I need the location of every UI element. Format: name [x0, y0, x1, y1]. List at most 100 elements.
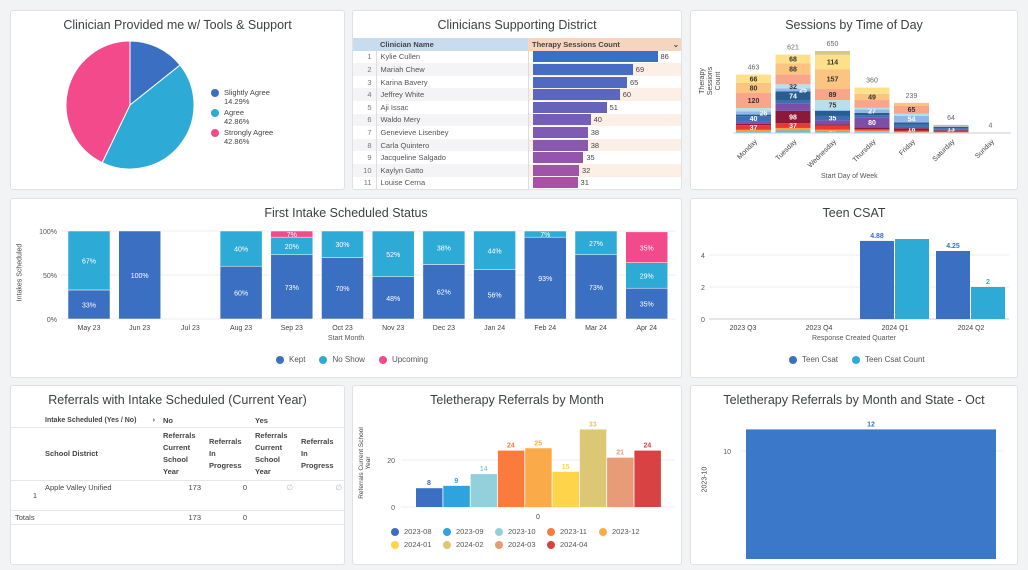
sessions-bar	[532, 101, 607, 113]
stack-segment	[815, 115, 850, 121]
stack-segment	[894, 105, 929, 114]
stack-segment	[736, 123, 771, 126]
stack-segment	[736, 125, 771, 130]
table-row: 11 Louise Cerna 31	[353, 176, 681, 189]
segment-label: 37	[789, 123, 797, 130]
legend-label: 2023-12	[612, 527, 640, 536]
legend-item[interactable]: 2023-12	[599, 527, 651, 537]
school-district-header[interactable]: School District	[41, 427, 159, 481]
clinician-name-header[interactable]: Clinician Name	[376, 38, 528, 51]
legend-item[interactable]: 2023-08	[391, 527, 443, 537]
segment-label: 60%	[234, 291, 248, 298]
stack-segment	[854, 131, 890, 133]
segment-label: 73%	[589, 285, 603, 292]
csat-legend: Teen Csat Teen Csat Count	[789, 355, 925, 364]
data-label: 33	[589, 421, 597, 428]
segment-label: 93%	[538, 276, 552, 283]
legend-label: Strongly Agree	[224, 128, 274, 138]
stack-segment	[524, 236, 567, 320]
stack-segment	[736, 121, 771, 124]
y-tick-label: 0	[391, 505, 395, 512]
sessions-bar-cell: 35	[527, 151, 681, 164]
segment-label: 88	[789, 66, 797, 73]
stack-segment	[775, 110, 811, 124]
row-index: 11	[353, 176, 377, 189]
data-label: 25	[534, 440, 542, 447]
sessions-count: 35	[586, 153, 595, 163]
stack-segment	[815, 129, 850, 131]
stack-segment	[775, 88, 811, 92]
sessions-count: 31	[580, 178, 589, 188]
pie-title: Clinician Provided me w/ Tools & Support	[63, 18, 292, 32]
legend-item[interactable]: Teen Csat	[789, 355, 838, 364]
state-chart: 10 12	[723, 421, 1003, 559]
legend-item[interactable]: 2023-11	[547, 527, 599, 537]
segment-label: 80	[868, 120, 876, 127]
segment-label: 157	[827, 77, 839, 84]
no-current-header[interactable]: Referrals Current School Year	[159, 427, 205, 481]
legend-item[interactable]: 2024-02	[443, 540, 495, 550]
segment-label: 7%	[540, 232, 550, 239]
stack-segment	[736, 116, 771, 122]
stack-segment	[775, 103, 811, 111]
intake-panel: First Intake Scheduled Status Intakes Sc…	[10, 198, 682, 378]
x-tick-label: 0	[536, 514, 540, 521]
legend-item[interactable]: 2023-09	[443, 527, 495, 537]
sessions-title: Sessions by Time of Day	[785, 18, 923, 32]
stack-segment	[815, 124, 850, 126]
chevron-right-icon[interactable]: ›	[152, 417, 155, 424]
bar	[552, 471, 579, 507]
legend-item[interactable]: Agree 42.86%	[211, 108, 273, 126]
total-label: 239	[906, 93, 918, 100]
stack-segment	[854, 130, 890, 132]
stack-segment	[894, 122, 929, 125]
yes-current-header[interactable]: Referrals Current School Year	[251, 427, 297, 481]
legend-dot-icon	[319, 355, 328, 364]
tele-legend: 2023-08 2023-09 2023-10 2023-11 2023-12 2024-…	[391, 527, 651, 550]
legend-item[interactable]: No Show	[319, 355, 365, 364]
segment-label: 70%	[335, 286, 349, 293]
stack-segment	[854, 112, 890, 116]
intake-legend: Kept No Show Upcoming	[276, 355, 428, 364]
x-tick-label: 2024 Q1	[882, 325, 909, 332]
stack-segment	[854, 87, 890, 94]
stack-segment	[854, 129, 890, 131]
row-index: 9	[353, 151, 377, 164]
stack-segment	[625, 231, 668, 263]
segment-label: 48%	[386, 296, 400, 303]
stack-segment	[854, 117, 890, 128]
segment-label: 40	[750, 116, 758, 123]
yes-progress-header[interactable]: Referrals In Progress	[297, 427, 344, 481]
legend-item[interactable]: Upcoming	[378, 355, 428, 364]
no-progress-header[interactable]: Referrals In Progress	[205, 427, 251, 481]
stack-segment	[67, 230, 111, 291]
sessions-count-header[interactable]: Therapy Sessions Count ⌄	[528, 38, 681, 51]
data-label: 9	[454, 478, 458, 485]
legend-item[interactable]: 2024-01	[391, 540, 443, 550]
chevron-down-icon[interactable]: ⌄	[672, 39, 679, 49]
segment-label: 29%	[640, 273, 654, 280]
legend-item[interactable]: 2024-03	[495, 540, 547, 550]
legend-item[interactable]: Slightly Agree 14.29%	[211, 88, 273, 106]
table-row: 7 Genevieve Lisenbey 38	[353, 126, 681, 139]
legend-item[interactable]: 2024-04	[547, 540, 599, 550]
x-tick-label: Monday	[736, 138, 759, 161]
sessions-bar	[532, 164, 579, 176]
y-tick-label: 50%	[43, 273, 57, 280]
stack-segment	[815, 69, 850, 89]
x-tick-label: Apr 24	[636, 325, 657, 332]
pivot-header[interactable]: Intake Scheduled (Yes / No) ›	[41, 414, 159, 428]
total-label: 4	[989, 122, 993, 129]
sessions-count: 69	[635, 64, 645, 74]
legend-item[interactable]: Strongly Agree 42.86%	[211, 128, 273, 146]
stack-segment	[815, 130, 850, 133]
legend-item[interactable]: Teen Csat Count	[852, 355, 925, 364]
legend-dot-icon	[495, 541, 503, 550]
total-label: 463	[748, 65, 760, 72]
stack-segment	[933, 128, 969, 130]
stack-segment	[219, 265, 263, 320]
legend-item[interactable]: 2023-10	[495, 527, 547, 537]
legend-item[interactable]: Kept	[276, 355, 305, 364]
x-tick-label: Nov 23	[382, 325, 404, 332]
segment-label: 68	[789, 56, 797, 63]
